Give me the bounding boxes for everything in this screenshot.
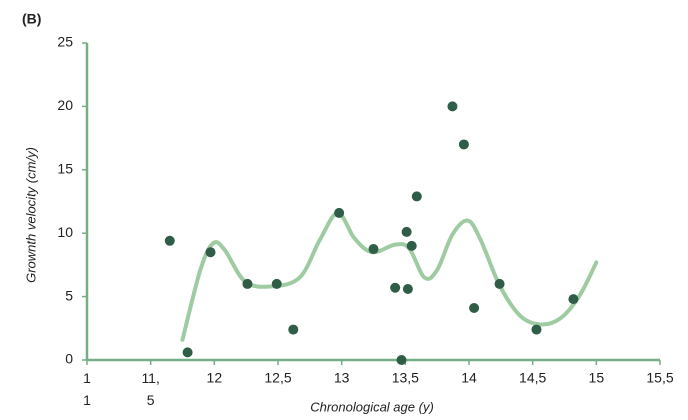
x-axis-title: Chronological age (y)	[310, 399, 434, 414]
data-point	[469, 303, 479, 313]
y-tick-label: 20	[57, 97, 73, 113]
data-point	[288, 325, 298, 335]
data-point	[165, 236, 175, 246]
x-tick-label: 12	[207, 370, 223, 386]
x-tick-label: 14	[461, 370, 477, 386]
x-tick-label: 12,5	[264, 370, 291, 386]
data-point	[407, 241, 417, 251]
y-tick-label: 5	[65, 287, 73, 303]
data-point	[242, 279, 252, 289]
y-tick-label: 0	[65, 351, 73, 367]
y-tick-label: 10	[57, 224, 73, 240]
data-point	[334, 208, 344, 218]
y-tick-label: 15	[57, 161, 73, 177]
data-point	[412, 191, 422, 201]
chart: (B) Chronological age (y) Grownth veloci…	[0, 0, 688, 420]
y-axis-title: Grownth velocity (cm/y)	[23, 147, 38, 283]
data-point	[402, 227, 412, 237]
data-point	[183, 347, 193, 357]
panel-label: (B)	[22, 11, 41, 27]
data-point	[459, 139, 469, 149]
data-point	[403, 284, 413, 294]
data-point	[397, 355, 407, 365]
trend-line	[183, 213, 597, 340]
data-point	[531, 325, 541, 335]
x-tick-label: 11,5	[141, 370, 159, 408]
x-tick-label: 13	[334, 370, 350, 386]
data-point	[447, 101, 457, 111]
x-tick-label: 15	[589, 370, 605, 386]
y-tick-label: 25	[57, 34, 73, 50]
x-tick-label: 13,5	[392, 370, 419, 386]
data-point	[568, 294, 578, 304]
data-point	[390, 283, 400, 293]
x-tick-label: 15,5	[646, 370, 673, 386]
data-point	[369, 244, 379, 254]
data-point	[495, 279, 505, 289]
x-tick-label: 14,5	[519, 370, 546, 386]
data-point	[272, 279, 282, 289]
data-point	[206, 247, 216, 257]
